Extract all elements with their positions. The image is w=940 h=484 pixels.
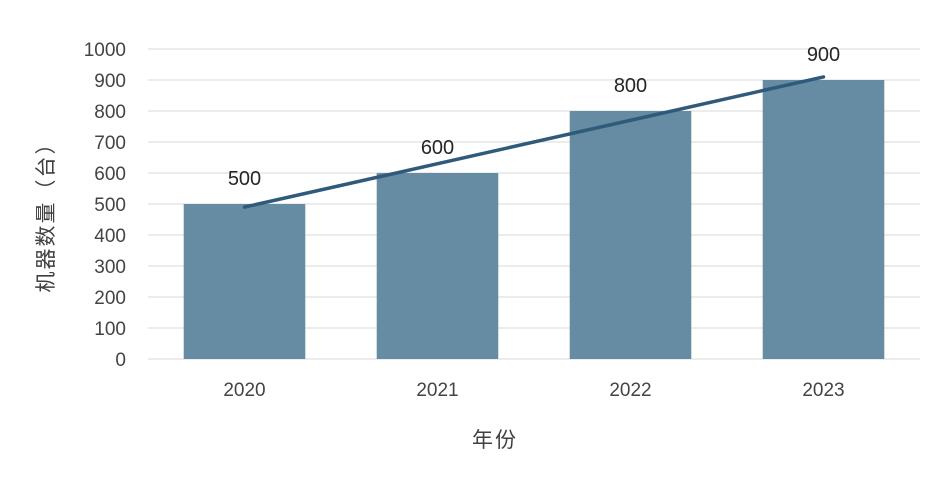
y-tick-label: 700 — [94, 133, 126, 154]
data-label: 900 — [807, 44, 840, 66]
data-label: 800 — [614, 75, 647, 97]
bar-2021 — [376, 173, 499, 359]
y-tick-label: 0 — [115, 350, 126, 371]
data-labels: 500 600 800 900 — [228, 44, 840, 190]
x-tick-labels: 2020 2021 2022 2023 — [223, 380, 844, 401]
data-label: 500 — [228, 168, 261, 190]
trendline — [242, 75, 826, 209]
bar-2022 — [569, 111, 692, 359]
y-tick-label: 100 — [94, 319, 126, 340]
y-tick-label: 200 — [94, 288, 126, 309]
y-tick-label: 900 — [94, 71, 126, 92]
bar-2023 — [762, 80, 885, 359]
x-tick-label: 2023 — [802, 380, 844, 401]
bar-2020 — [183, 204, 306, 359]
bars — [183, 80, 885, 359]
y-tick-label: 500 — [94, 195, 126, 216]
x-tick-label: 2022 — [609, 380, 651, 401]
x-tick-label: 2021 — [416, 380, 458, 401]
y-tick-label: 800 — [94, 102, 126, 123]
x-tick-label: 2020 — [223, 380, 265, 401]
trendline-group — [242, 75, 826, 209]
y-tick-label: 300 — [94, 257, 126, 278]
y-axis-title: 机器数量（台） — [34, 132, 58, 293]
x-axis-title: 年份 — [472, 428, 518, 452]
y-tick-label: 1000 — [84, 40, 126, 61]
y-tick-labels: 0 100 200 300 400 500 600 700 800 900 1000 — [84, 40, 126, 371]
y-tick-label: 600 — [94, 164, 126, 185]
y-tick-label: 400 — [94, 226, 126, 247]
data-label: 600 — [421, 137, 454, 159]
